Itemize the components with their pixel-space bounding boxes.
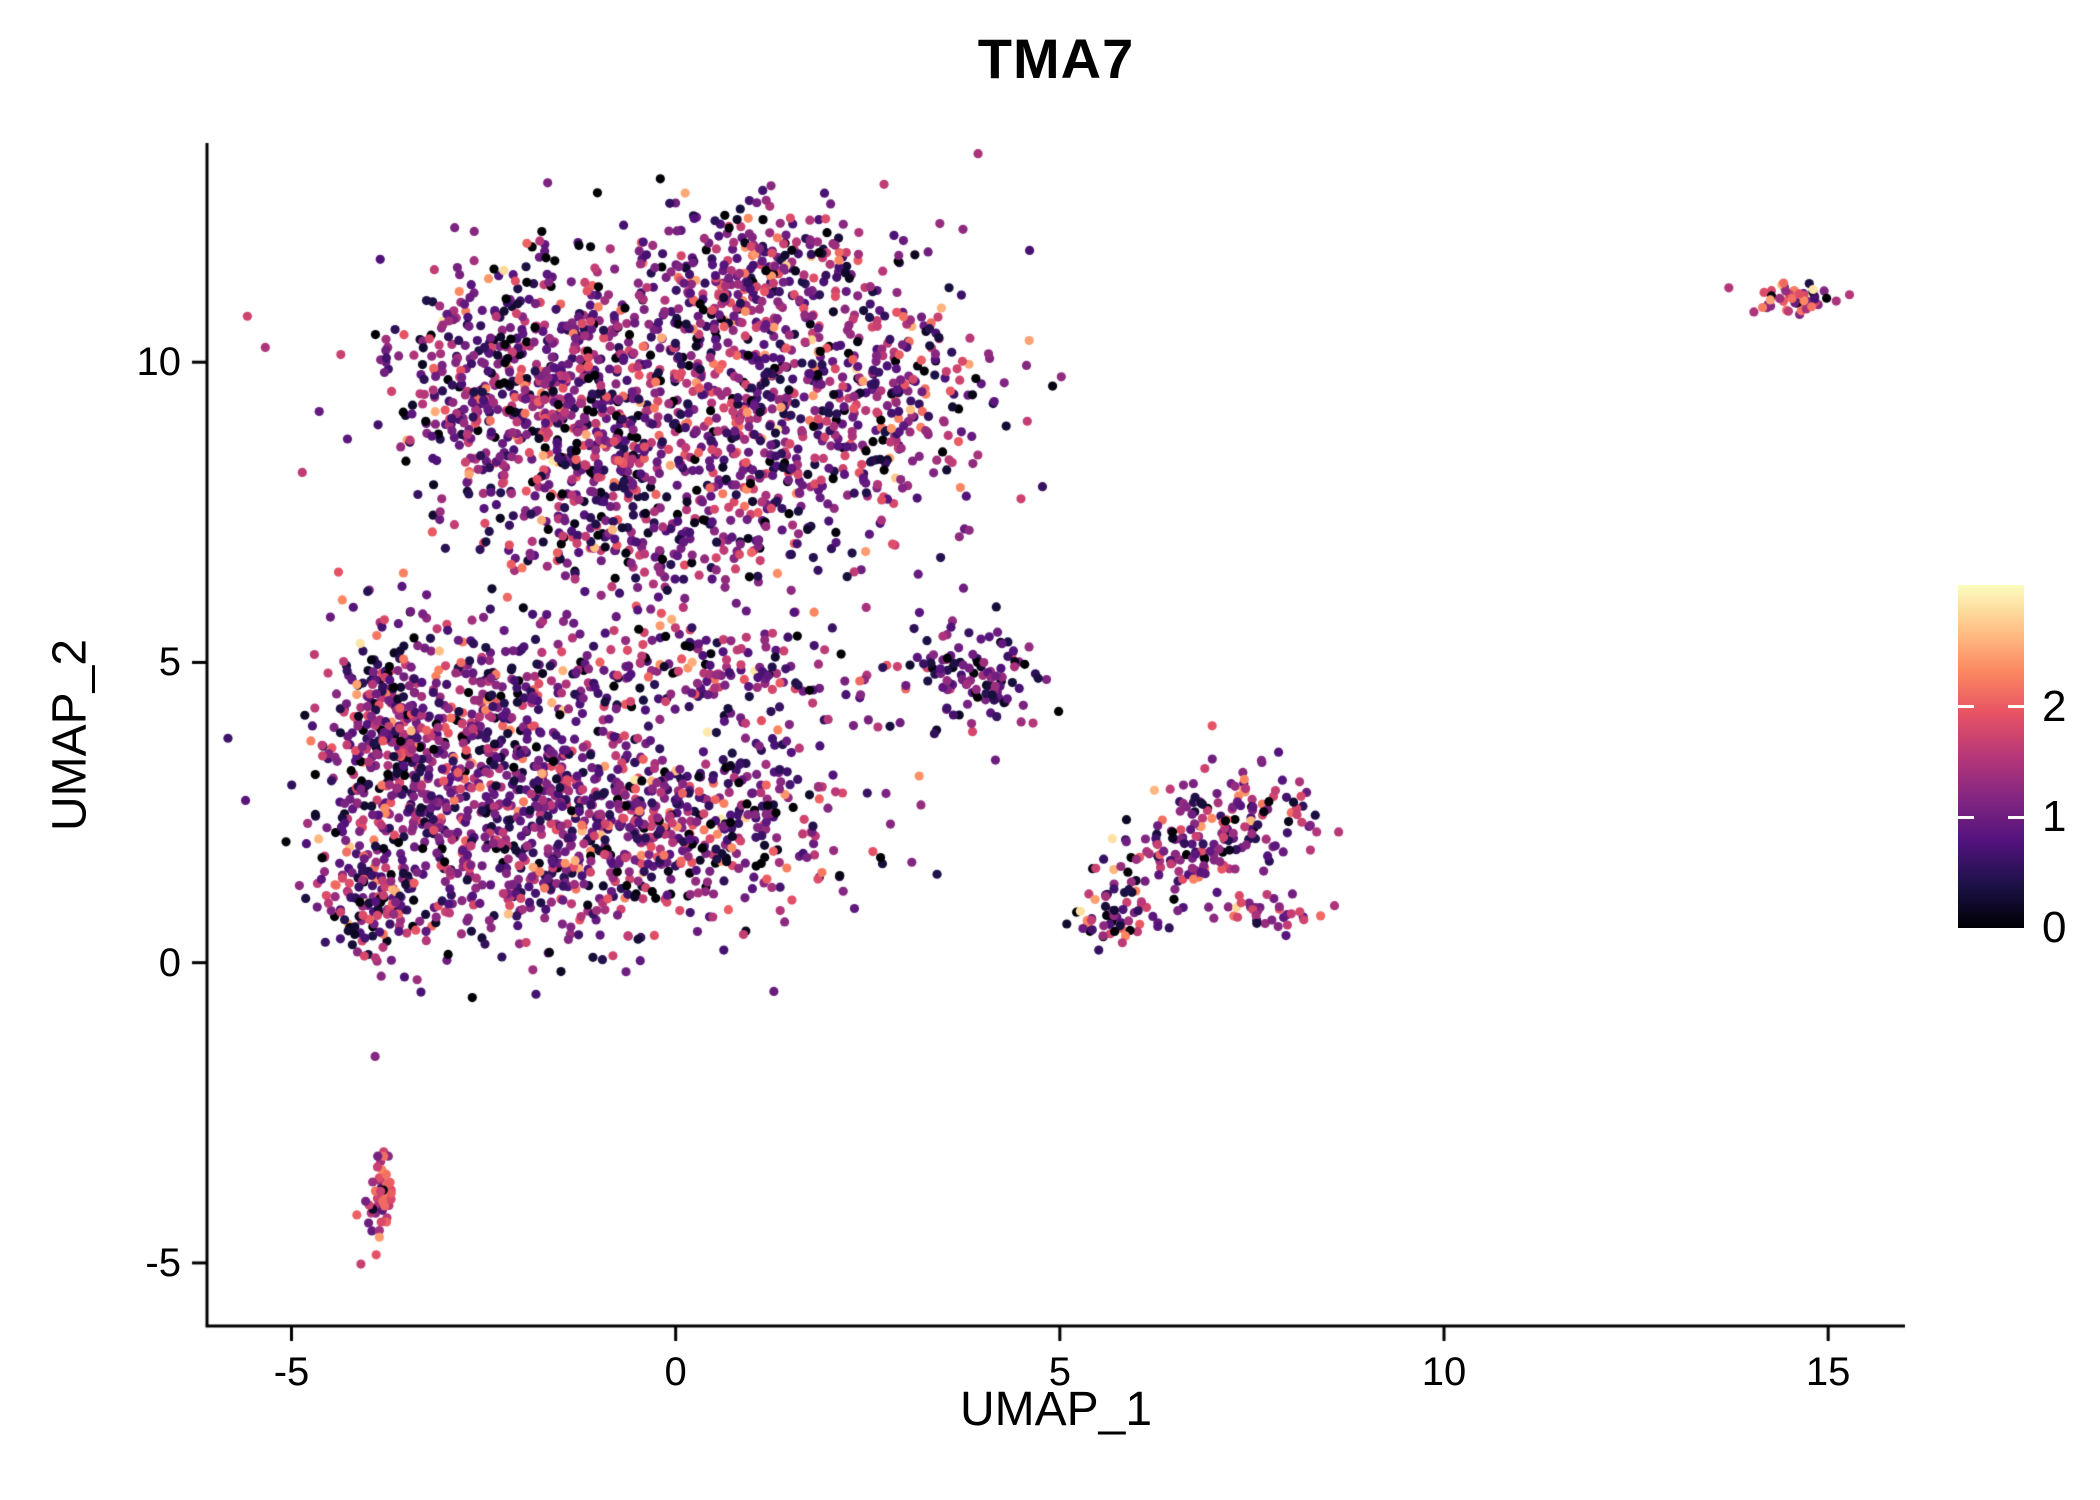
colorbar-tick-mark bbox=[2008, 815, 2024, 819]
x-tick-label: 0 bbox=[664, 1350, 687, 1394]
x-tick-label: 5 bbox=[1048, 1350, 1071, 1394]
x-tick-label: -5 bbox=[273, 1350, 310, 1394]
y-tick-label: 0 bbox=[158, 940, 181, 985]
x-tick-label: 10 bbox=[1421, 1350, 1467, 1394]
y-tick-label: -5 bbox=[145, 1240, 181, 1285]
colorbar-tick-label: 0 bbox=[2042, 903, 2067, 952]
x-tick-label: 15 bbox=[1805, 1350, 1851, 1394]
y-tick-label: 10 bbox=[136, 340, 182, 385]
colorbar-tick-mark bbox=[2008, 705, 2024, 709]
colorbar-tick-label: 2 bbox=[2042, 681, 2067, 731]
y-axis-label: UMAP_2 bbox=[43, 638, 97, 832]
colorbar-gradient bbox=[1958, 585, 2024, 928]
colorbar-tick-label: 1 bbox=[2042, 792, 2067, 842]
colorbar-tick-mark bbox=[1958, 705, 1974, 709]
x-axis-label: UMAP_1 bbox=[959, 1383, 1153, 1436]
y-tick-label: 5 bbox=[158, 640, 181, 685]
colorbar-tick-mark bbox=[1958, 815, 1974, 819]
